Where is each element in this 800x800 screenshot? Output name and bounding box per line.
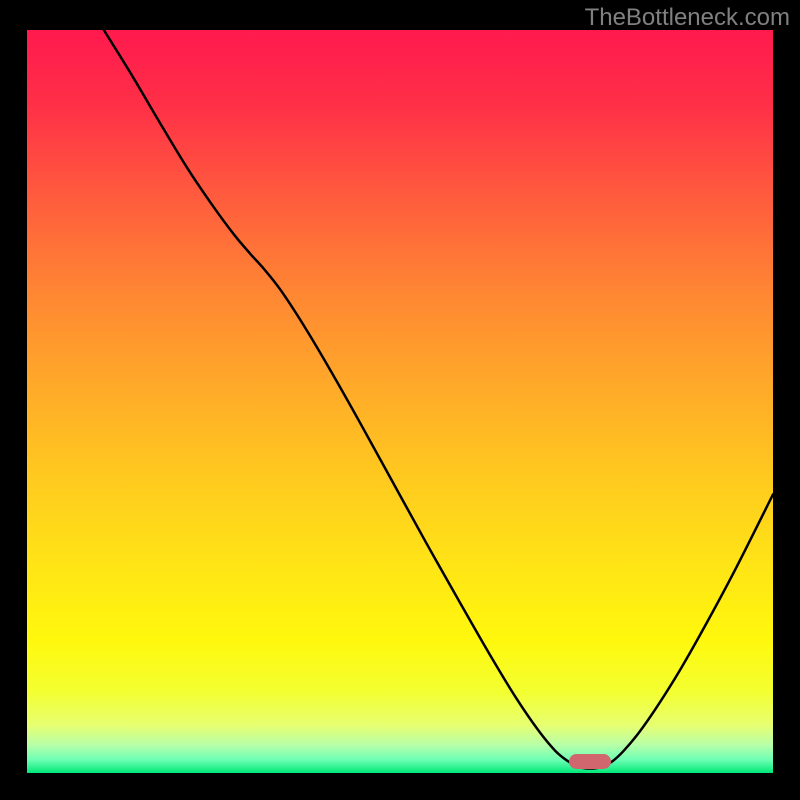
optimal-marker	[569, 754, 611, 769]
plot-area	[27, 30, 773, 773]
watermark-text: TheBottleneck.com	[585, 4, 790, 32]
bottleneck-curve	[27, 30, 773, 773]
